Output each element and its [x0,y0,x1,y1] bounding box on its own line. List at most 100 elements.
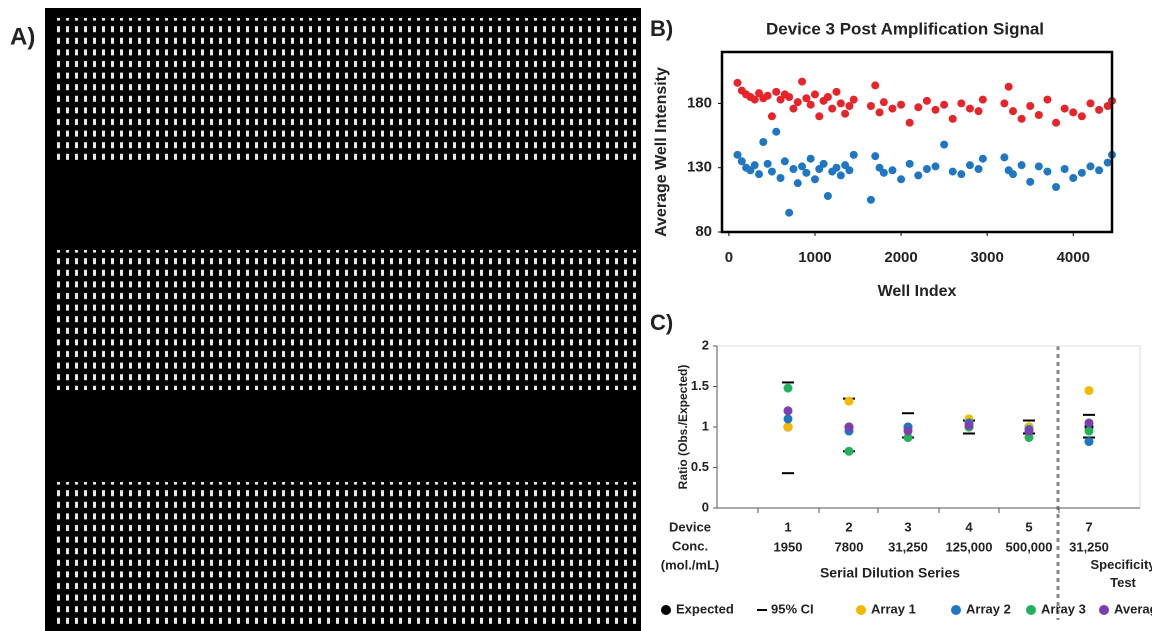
point [957,99,966,108]
point [780,157,789,166]
point [1103,158,1112,167]
point [888,104,897,113]
point [875,108,884,117]
panel-label: B) [650,16,673,41]
point [789,165,798,173]
point [1000,153,1009,162]
point [810,90,819,99]
point [750,161,759,170]
point [798,77,807,86]
point [823,93,832,101]
legend-label: Expected [676,601,734,616]
point [1052,183,1061,191]
y-tick-label: 0.5 [691,459,709,474]
legend-symbol [1099,605,1109,615]
point [1069,108,1078,117]
point [776,174,785,182]
point [1017,161,1026,170]
point [733,150,742,159]
conc-label: 31,250 [888,539,928,554]
point [931,105,940,114]
legend-label: Average [1114,601,1152,616]
point [1034,162,1043,171]
point [974,165,983,173]
well-array [52,482,636,624]
x-tick-label: 4000 [1057,249,1090,266]
point [737,157,746,166]
point [978,154,987,163]
point [931,162,940,171]
point [763,91,772,100]
row-label: Conc. [672,538,708,553]
point [940,140,949,149]
point [914,103,923,112]
point [785,208,794,217]
point [922,96,931,105]
point [832,87,841,96]
point [866,195,875,204]
panel-label: C) [650,310,673,335]
legend-symbol [951,605,961,615]
point [922,165,931,173]
point [733,78,742,87]
conc-label: 7800 [835,539,864,554]
point [905,118,914,127]
row-label: (mol./mL) [661,557,720,572]
point [1084,426,1094,436]
point [888,166,897,175]
point [965,161,974,170]
well-array [52,250,636,390]
point [974,107,983,116]
point [978,95,987,104]
point [793,98,802,107]
point [1034,111,1043,119]
point [1086,99,1095,108]
point [1024,426,1034,436]
point [783,406,793,416]
point [828,104,837,113]
point [1095,166,1104,175]
point [783,422,793,432]
point [802,94,811,103]
point [957,170,966,179]
x-tick-label: 7 [1085,519,1092,534]
point [903,433,913,443]
point [836,99,845,108]
point [806,154,815,163]
legend-symbol [661,605,671,615]
x-tick-label: 2000 [884,249,917,266]
point [1084,386,1094,396]
legend-label: Array 3 [1041,601,1086,616]
plot-frame [720,50,1114,234]
point [844,446,854,456]
point [836,171,845,180]
conc-label: 500,000 [1006,539,1053,554]
point [948,114,957,123]
point [832,163,841,172]
point [819,159,828,168]
point [1026,102,1035,110]
point [802,168,811,177]
point [1086,162,1095,171]
point [783,383,793,393]
point [767,167,776,176]
group-label: Specificity Test [1090,557,1152,590]
y-tick-label: 130 [687,159,712,176]
point [1004,82,1013,91]
x-axis-label: Well Index [878,283,957,300]
point [755,170,764,179]
point [849,150,858,159]
point [1026,177,1035,186]
y-tick-label: 0 [702,499,709,514]
conc-label: 125,000 [946,539,993,554]
panel-label: A) [10,23,35,50]
point [845,166,854,175]
point [964,420,974,430]
x-tick-label: 3000 [970,249,1003,266]
point [871,81,880,90]
x-tick-label: 3 [904,519,911,534]
legend-label: Array 1 [871,601,916,616]
y-tick-label: 1.5 [691,378,709,393]
